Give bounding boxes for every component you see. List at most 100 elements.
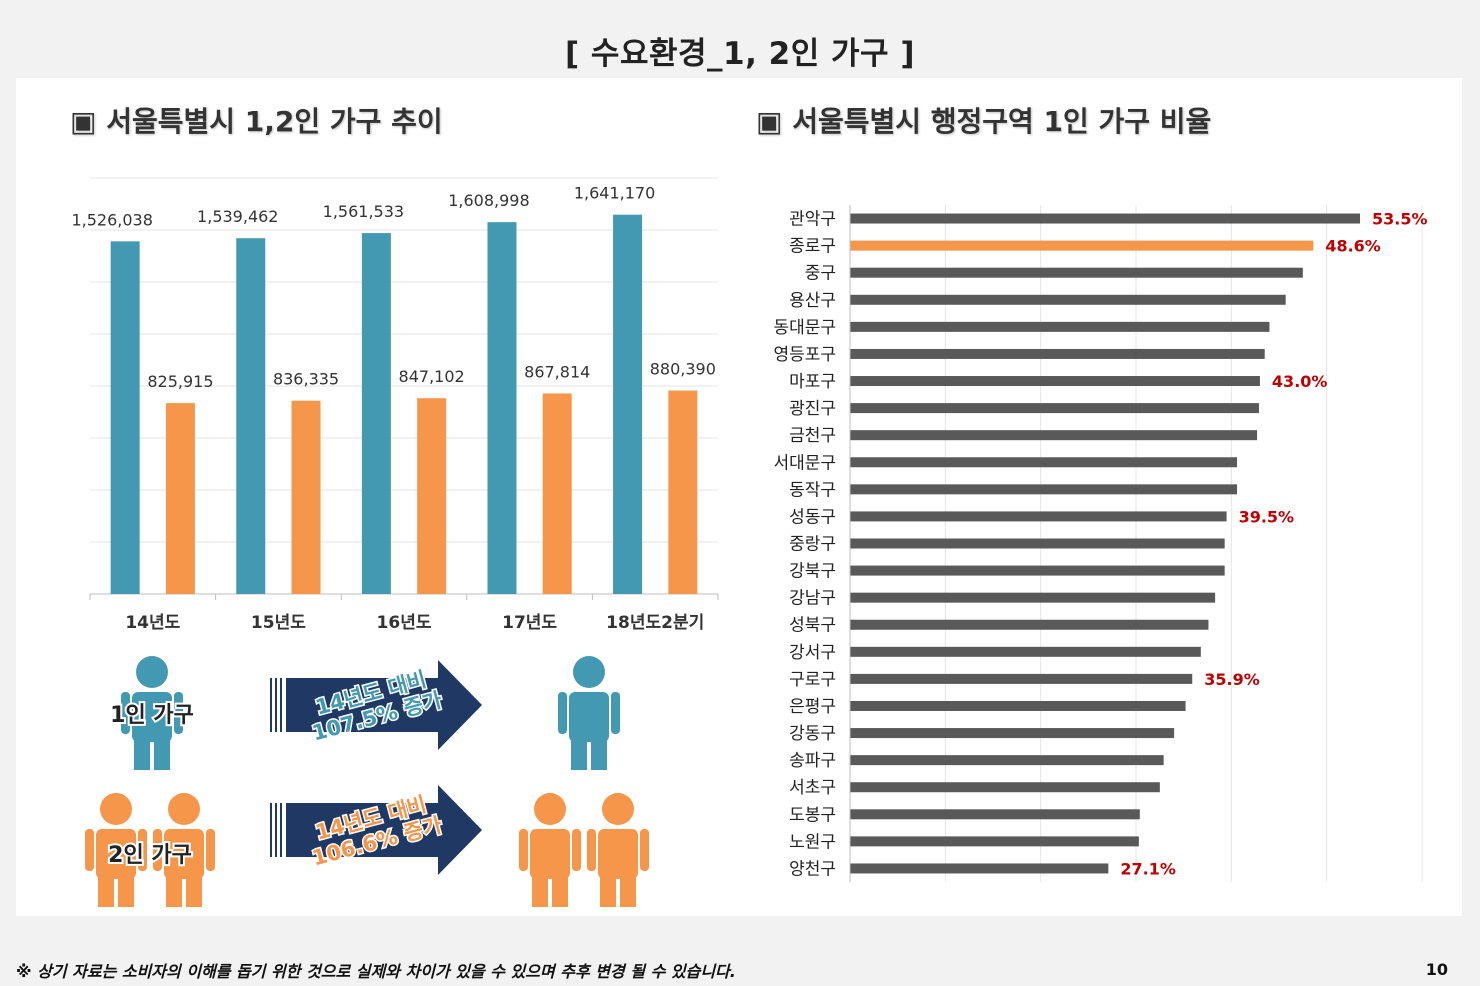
district-label: 양천구 <box>789 859 836 879</box>
bar-value-label: 1,526,038 <box>71 210 152 229</box>
person-leg <box>98 873 114 907</box>
district-value-label: 39.5% <box>1239 507 1295 526</box>
person-torso <box>164 829 204 879</box>
bar-1person <box>236 238 266 594</box>
district-label: 강남구 <box>789 589 836 609</box>
district-value-label: 48.6% <box>1325 237 1381 256</box>
bar-value-label: 1,608,998 <box>448 191 529 210</box>
district-bar <box>850 673 1193 684</box>
person-head <box>602 793 634 825</box>
right-section-title: ▣ 서울특별시 행정구역 1인 가구 비율 <box>756 105 1212 138</box>
district-bar <box>850 700 1186 711</box>
category-label: 17년도 <box>502 613 557 633</box>
district-bar <box>850 836 1139 847</box>
household-trend-chart: 1,526,038 825,915 14년도 1,539,462 836,335 15년도… <box>71 177 719 633</box>
district-label: 중랑구 <box>789 535 836 555</box>
person-leg <box>571 736 587 770</box>
district-bar <box>850 619 1209 630</box>
one-person-icon-right <box>558 656 620 770</box>
district-bar <box>850 240 1314 251</box>
district-label: 종로구 <box>789 237 836 257</box>
district-label: 용산구 <box>789 291 836 311</box>
person-torso <box>569 692 609 742</box>
district-label: 도봉구 <box>789 805 836 825</box>
district-bar <box>850 592 1216 603</box>
district-value-label: 43.0% <box>1272 372 1328 391</box>
district-bar <box>850 484 1238 495</box>
person-arm <box>174 692 183 734</box>
bar-1person <box>110 241 140 594</box>
person-arm <box>558 692 567 734</box>
person-arm <box>519 829 528 871</box>
district-bar <box>850 430 1258 441</box>
bar-value-label: 847,102 <box>399 367 465 386</box>
category-label: 18년도2분기 <box>606 613 704 633</box>
district-label: 강서구 <box>789 643 836 663</box>
person-leg <box>154 736 170 770</box>
person-head <box>168 793 200 825</box>
arrow-shape <box>286 660 482 750</box>
district-label: 광진구 <box>789 399 836 419</box>
arrow-shape <box>286 785 482 875</box>
district-bar <box>850 728 1175 739</box>
district-label: 은평구 <box>789 697 836 717</box>
person-leg <box>620 873 636 907</box>
district-bar <box>850 511 1227 522</box>
bar-2person <box>668 390 698 594</box>
two-person-label: 2인 가구 <box>108 843 192 868</box>
arrow-stripe <box>270 803 272 857</box>
person-torso <box>96 829 136 879</box>
person-arm <box>611 692 620 734</box>
bar-1person <box>361 233 391 594</box>
district-label: 동작구 <box>789 480 836 500</box>
person-arm <box>587 829 596 871</box>
district-label: 성동구 <box>789 507 836 527</box>
person-head <box>136 656 168 688</box>
two-person-icon-right-a <box>519 793 581 907</box>
district-bar <box>850 267 1303 278</box>
page-title: [ 수요환경_1, 2인 가구 ] <box>564 36 916 72</box>
district-label: 관악구 <box>789 210 836 230</box>
one-person-icon-left <box>121 656 183 770</box>
district-label: 서대문구 <box>773 453 836 473</box>
category-label: 15년도 <box>251 613 306 633</box>
district-label: 마포구 <box>789 372 836 392</box>
person-torso <box>530 829 570 879</box>
district-bar <box>850 538 1225 549</box>
person-arm <box>138 829 147 871</box>
person-leg <box>166 873 182 907</box>
one-person-label: 1인 가구 <box>110 703 194 728</box>
district-label: 성북구 <box>789 616 836 636</box>
district-label: 서초구 <box>789 778 836 798</box>
person-leg <box>552 873 568 907</box>
bar-value-label: 1,539,462 <box>197 207 278 226</box>
two-person-icon-left-b <box>153 793 215 907</box>
district-bar <box>850 755 1164 766</box>
two-person-icon-right-b <box>587 793 649 907</box>
district-label: 구로구 <box>789 670 836 690</box>
person-leg <box>532 873 548 907</box>
district-bar <box>850 863 1109 874</box>
footer-note: ※ 상기 자료는 소비자의 이해를 돕기 위한 것으로 실제와 차이가 있을 수… <box>16 962 736 981</box>
district-label: 송파구 <box>789 751 836 771</box>
person-arm <box>640 829 649 871</box>
district-label: 노원구 <box>789 832 836 852</box>
arrow-stripe <box>275 678 277 732</box>
district-bar <box>850 321 1270 332</box>
person-leg <box>134 736 150 770</box>
bar-1person <box>487 222 517 594</box>
person-arm <box>85 829 94 871</box>
arrow-stripe <box>280 678 282 732</box>
bar-2person <box>542 393 572 594</box>
bar-value-label: 825,915 <box>147 372 213 391</box>
district-label: 강북구 <box>789 562 836 582</box>
person-leg <box>600 873 616 907</box>
district-value-label: 27.1% <box>1120 859 1176 878</box>
district-label: 중구 <box>805 264 836 284</box>
district-bar <box>850 646 1201 657</box>
